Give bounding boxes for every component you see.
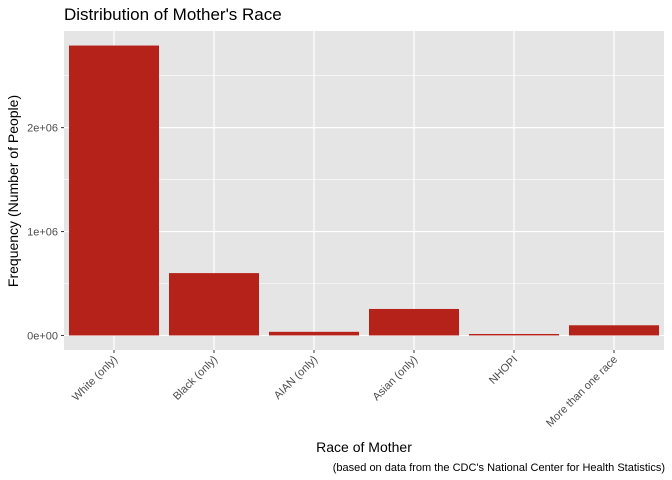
bars	[69, 45, 659, 336]
y-tick-label: 1e+06	[27, 227, 58, 239]
chart-title: Distribution of Mother's Race	[64, 5, 282, 24]
bar	[569, 325, 659, 336]
x-axis-title: Race of Mother	[316, 439, 412, 455]
y-tick-label: 0e+00	[27, 330, 58, 342]
bar	[69, 45, 159, 336]
x-tick-label: Asian (only)	[371, 354, 421, 404]
bar	[369, 308, 459, 336]
plot-panel	[64, 31, 664, 350]
chart-caption: (based on data from the CDC's National C…	[333, 462, 665, 474]
y-axis-title: Frequency (Number of People)	[5, 95, 21, 287]
x-tick-label: White (only)	[70, 354, 120, 404]
bar	[269, 331, 359, 336]
minor-gridlines	[64, 75, 664, 284]
x-tick-label: NHOPI	[487, 354, 520, 387]
bar	[469, 333, 559, 336]
y-tick-label: 2e+06	[27, 123, 58, 135]
y-axis-ticks: 0e+00 1e+06 2e+06	[27, 123, 64, 342]
x-axis-ticks: White (only) Black (only) AIAN (only) Asian…	[70, 350, 620, 430]
x-tick-label: More than one race	[544, 354, 620, 430]
bar	[169, 273, 259, 336]
x-tick-label: AIAN (only)	[272, 354, 320, 402]
x-tick-label: Black (only)	[171, 354, 220, 403]
